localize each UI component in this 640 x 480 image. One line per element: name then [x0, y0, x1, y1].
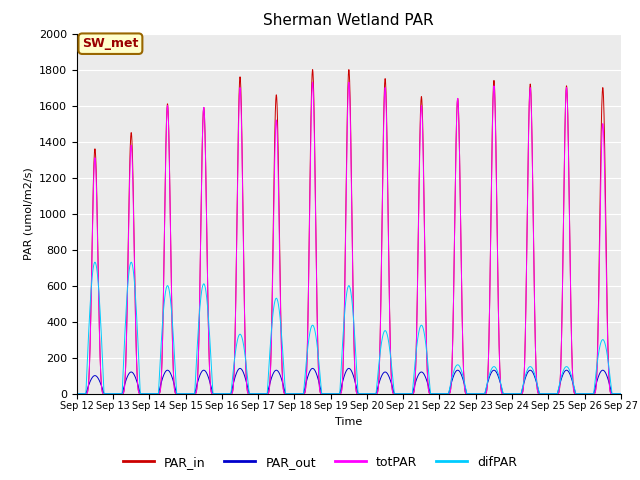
totPAR	[617, 391, 625, 396]
totPAR	[73, 391, 81, 396]
difPAR	[329, 391, 337, 396]
PAR_in	[171, 387, 179, 393]
difPAR	[616, 391, 624, 396]
Title: Sherman Wetland PAR: Sherman Wetland PAR	[264, 13, 434, 28]
difPAR	[471, 391, 479, 396]
Legend: PAR_in, PAR_out, totPAR, difPAR: PAR_in, PAR_out, totPAR, difPAR	[118, 451, 522, 474]
totPAR	[171, 387, 179, 393]
PAR_out	[617, 391, 625, 396]
totPAR	[502, 391, 509, 396]
PAR_in	[471, 391, 479, 396]
PAR_out	[616, 391, 624, 396]
totPAR	[329, 391, 337, 396]
Line: PAR_out: PAR_out	[77, 369, 621, 394]
PAR_in	[329, 391, 337, 396]
PAR_out	[73, 391, 81, 396]
totPAR	[471, 391, 479, 396]
Text: SW_met: SW_met	[82, 37, 139, 50]
difPAR	[502, 391, 509, 396]
difPAR	[441, 391, 449, 396]
Line: difPAR: difPAR	[77, 262, 621, 394]
PAR_in	[617, 391, 625, 396]
PAR_out	[471, 391, 479, 396]
PAR_out	[329, 391, 337, 396]
PAR_out	[236, 366, 244, 372]
X-axis label: Time: Time	[335, 417, 362, 427]
totPAR	[616, 391, 624, 396]
PAR_out	[502, 391, 509, 396]
difPAR	[171, 356, 179, 362]
Line: totPAR: totPAR	[77, 82, 621, 394]
PAR_in	[502, 391, 509, 396]
totPAR	[441, 391, 449, 396]
Y-axis label: PAR (umol/m2/s): PAR (umol/m2/s)	[24, 167, 33, 260]
Line: PAR_in: PAR_in	[77, 70, 621, 394]
difPAR	[91, 259, 99, 265]
PAR_in	[73, 391, 81, 396]
PAR_in	[616, 391, 624, 396]
totPAR	[308, 79, 316, 85]
PAR_in	[308, 67, 316, 72]
difPAR	[73, 391, 81, 396]
PAR_out	[441, 391, 449, 396]
difPAR	[617, 391, 625, 396]
PAR_out	[171, 383, 179, 388]
PAR_in	[441, 391, 449, 396]
